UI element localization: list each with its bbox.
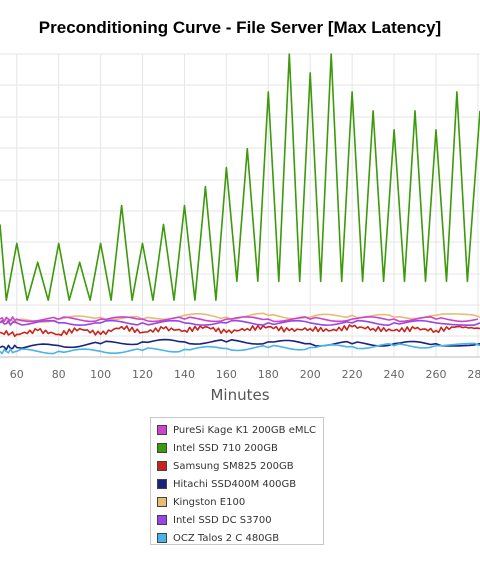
legend-swatch <box>157 515 167 525</box>
legend-swatch <box>157 533 167 543</box>
x-tick-label-140: 140 <box>174 368 195 381</box>
legend-label: Hitachi SSD400M 400GB <box>173 478 297 490</box>
legend-item[interactable]: Hitachi SSD400M 400GB <box>157 475 323 493</box>
legend-swatch <box>157 461 167 471</box>
x-tick-label-280: 280 <box>467 368 480 381</box>
legend-label: Kingston E100 <box>173 496 246 508</box>
legend-item[interactable]: PureSi Kage K1 200GB eMLC <box>157 421 323 439</box>
legend-item[interactable]: Intel SSD DC S3700 <box>157 511 323 529</box>
legend-label: Samsung SM825 200GB <box>173 460 294 472</box>
x-tick-label-160: 160 <box>216 368 237 381</box>
series-line-intel-ssd-dc-s3700 <box>0 319 480 326</box>
legend-swatch <box>157 479 167 489</box>
x-tick-label-100: 100 <box>90 368 111 381</box>
legend-label: Intel SSD DC S3700 <box>173 514 272 526</box>
legend-swatch <box>157 443 167 453</box>
series-line-ocz-talos-2-c-480gb <box>0 342 480 355</box>
legend-item[interactable]: Samsung SM825 200GB <box>157 457 323 475</box>
series-line-puresi-kage-k1-200gb-emlc <box>0 316 479 323</box>
legend-item[interactable]: Kingston E100 <box>157 493 323 511</box>
legend-item[interactable]: OCZ Talos 2 C 480GB <box>157 529 323 547</box>
series-line-hitachi-ssd400m-400gb <box>0 338 480 351</box>
legend: PureSi Kage K1 200GB eMLC Intel SSD 710 2… <box>150 417 324 545</box>
series-layer <box>0 53 480 355</box>
legend-label: Intel SSD 710 200GB <box>173 442 278 454</box>
chart-title: Preconditioning Curve - File Server [Max… <box>38 18 442 37</box>
grid-layer <box>0 53 480 357</box>
x-tick-label-200: 200 <box>300 368 321 381</box>
legend-item[interactable]: Intel SSD 710 200GB <box>157 439 323 457</box>
x-tick-label-260: 260 <box>425 368 446 381</box>
legend-label: OCZ Talos 2 C 480GB <box>173 532 280 544</box>
legend-label: PureSi Kage K1 200GB eMLC <box>173 424 317 436</box>
legend-swatch <box>157 425 167 435</box>
x-tick-label-240: 240 <box>384 368 405 381</box>
x-tick-label-220: 220 <box>342 368 363 381</box>
x-axis: 60 80 100 120 140 160 180 200 220 240 260 280 <box>0 356 480 381</box>
x-axis-label: Minutes <box>210 386 270 404</box>
series-line-intel-ssd-710-200gb <box>0 53 480 301</box>
x-tick-label-80: 80 <box>52 368 66 381</box>
x-tick-label-120: 120 <box>132 368 153 381</box>
x-tick-label-180: 180 <box>258 368 279 381</box>
x-tick-label-60: 60 <box>10 368 24 381</box>
legend-swatch <box>157 497 167 507</box>
series-line-samsung-sm825-200gb <box>0 324 480 338</box>
